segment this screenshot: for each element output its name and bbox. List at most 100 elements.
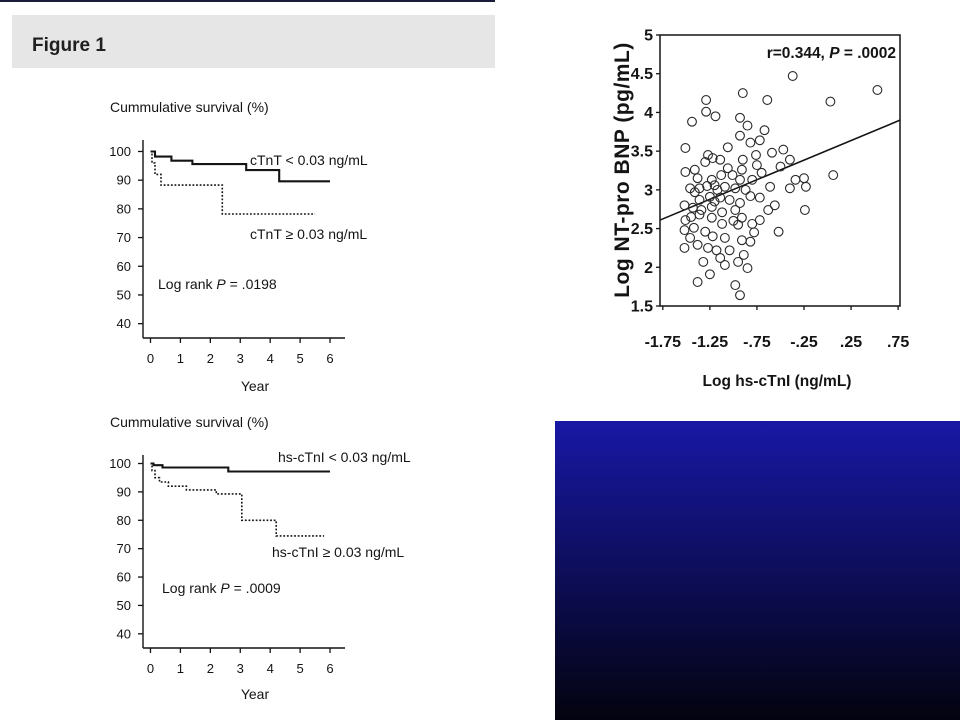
regression-line xyxy=(659,119,901,221)
data-point xyxy=(702,181,713,191)
data-point xyxy=(735,198,745,208)
y-tick-label: 1.5 xyxy=(631,299,653,316)
data-point xyxy=(727,170,738,181)
x-tick-label: -.75 xyxy=(743,334,771,351)
data-point xyxy=(717,218,728,229)
x-tick-label: 4 xyxy=(267,351,274,366)
data-point xyxy=(694,194,705,205)
data-point xyxy=(765,181,776,192)
x-axis-title: Log hs-cTnI (ng/mL) xyxy=(703,373,852,390)
annotation-value: = .0009 xyxy=(234,580,281,596)
y-tick-label: 4.5 xyxy=(631,66,653,83)
survival-chart-hs-ctni: Cummulative survival (%) Year hs-cTnI < … xyxy=(109,414,411,702)
data-point xyxy=(745,236,756,247)
data-point xyxy=(799,205,810,215)
y-tick-label: 100 xyxy=(109,144,131,159)
figure-header: Figure 1 xyxy=(12,15,495,68)
x-tick-label: 2 xyxy=(207,351,214,366)
annotation-value: = .0002 xyxy=(844,45,896,62)
data-point xyxy=(719,232,730,243)
data-point xyxy=(740,184,751,195)
log-rank-annotation: Log rank P = .0198 xyxy=(158,276,277,292)
data-point xyxy=(784,183,795,194)
data-point xyxy=(687,116,697,127)
y-tick-label: 2.5 xyxy=(631,221,653,238)
data-point xyxy=(762,95,773,105)
data-point xyxy=(709,180,720,191)
series-label-high: hs-cTnI ≥ 0.03 ng/mL xyxy=(272,544,404,560)
data-point xyxy=(800,181,811,192)
data-point xyxy=(701,106,712,117)
y-tick-label: 60 xyxy=(117,259,131,274)
data-point xyxy=(728,215,739,226)
data-point xyxy=(790,174,801,185)
data-point xyxy=(735,130,745,141)
plot-frame xyxy=(659,34,901,307)
data-point xyxy=(735,112,745,123)
scatter-chart-bnp-vs-hs-ctni: Log NT-pro BNP (pg/mL) Log hs-cTnI (ng/m… xyxy=(611,28,909,391)
dotted-survival-curve xyxy=(150,462,325,537)
correlation-annotation: r=0.344, P = .0002 xyxy=(767,45,896,62)
data-point xyxy=(680,143,691,153)
data-point xyxy=(722,163,733,174)
data-point xyxy=(698,256,709,267)
y-tick-label: 50 xyxy=(117,598,131,613)
x-tick-label: 1 xyxy=(177,661,184,676)
data-point xyxy=(715,154,726,165)
data-point xyxy=(749,227,760,238)
data-point xyxy=(710,111,721,122)
data-point xyxy=(696,205,707,215)
data-point xyxy=(735,174,745,185)
blue-gradient-panel xyxy=(555,421,960,720)
data-point xyxy=(730,280,741,291)
series-label-low: cTnT < 0.03 ng/mL xyxy=(250,152,368,168)
y-tick-label: 2 xyxy=(644,260,653,277)
data-point xyxy=(730,205,741,215)
data-point xyxy=(692,239,703,250)
data-point xyxy=(692,277,703,287)
data-point xyxy=(706,201,717,212)
data-point xyxy=(754,135,765,146)
data-point xyxy=(751,160,762,171)
y-axis-title: Cummulative survival (%) xyxy=(110,99,269,115)
y-tick-label: 60 xyxy=(117,570,131,585)
x-axis-title: Year xyxy=(241,378,270,394)
y-tick-label: 40 xyxy=(117,316,131,331)
data-point xyxy=(706,174,717,185)
data-point xyxy=(715,253,726,263)
annotation-stat: P xyxy=(216,276,226,292)
data-point xyxy=(717,207,728,218)
x-tick-label: 4 xyxy=(267,661,274,676)
solid-survival-curve xyxy=(150,150,330,183)
y-tick-label: 4 xyxy=(644,105,653,122)
x-tick-label: -1.75 xyxy=(645,334,682,351)
data-point xyxy=(773,226,784,237)
data-point xyxy=(680,167,691,177)
data-point xyxy=(733,256,744,267)
data-point xyxy=(778,144,789,155)
annotation-label: Log rank xyxy=(158,276,213,292)
data-point xyxy=(679,225,690,236)
data-point xyxy=(701,95,712,105)
data-point xyxy=(694,183,705,194)
y-tick-label: 90 xyxy=(117,484,131,499)
data-point xyxy=(784,154,795,165)
data-point xyxy=(763,205,774,215)
log-rank-annotation: Log rank P = .0009 xyxy=(162,580,281,596)
data-point xyxy=(709,196,720,207)
x-tick-label: 6 xyxy=(326,351,333,366)
data-point xyxy=(707,153,718,164)
data-point xyxy=(679,200,690,211)
data-point xyxy=(722,142,733,153)
data-point xyxy=(685,232,696,243)
x-tick-label: .25 xyxy=(840,334,862,351)
data-point xyxy=(679,242,690,253)
data-point xyxy=(730,183,741,194)
data-point xyxy=(745,191,756,202)
x-tick-label: -1.25 xyxy=(692,334,729,351)
data-point xyxy=(754,215,765,226)
annotation-stat: P xyxy=(829,45,840,62)
data-point xyxy=(737,154,748,165)
dotted-survival-curve xyxy=(150,150,316,215)
annotation-stat: P xyxy=(220,580,230,596)
